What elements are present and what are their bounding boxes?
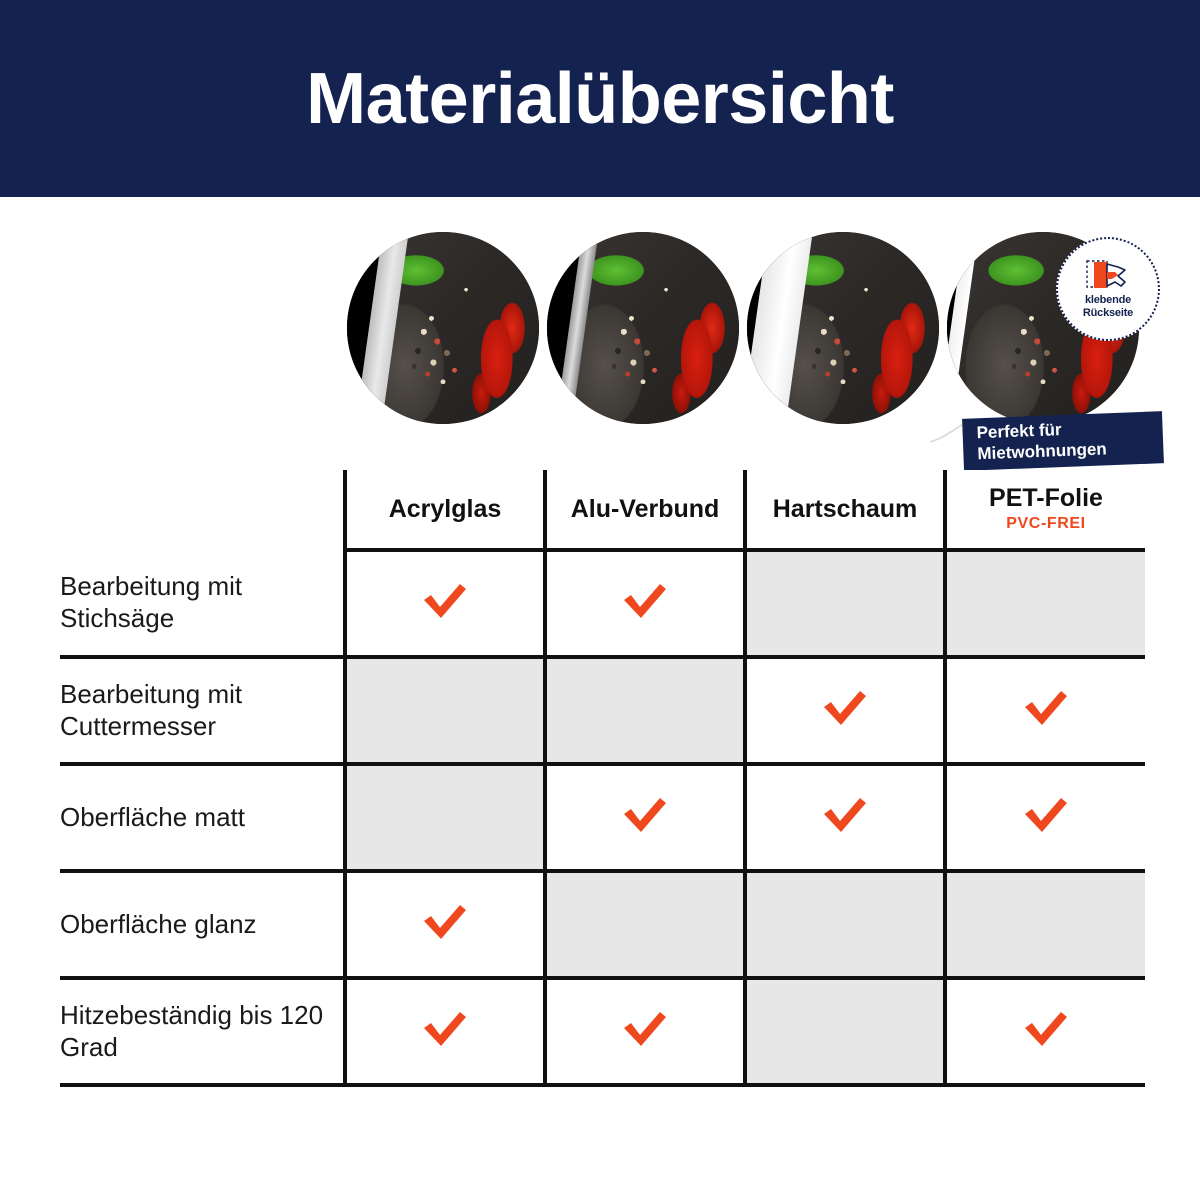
table-body: Bearbeitung mit Stichsäge Bearbeitung mi… (60, 550, 1145, 1087)
cell-r2-c0 (343, 764, 545, 873)
column-header-alu-verbund: Alu-Verbund (543, 470, 745, 552)
checkmark-icon (1025, 1012, 1067, 1046)
cell-r4-c3 (943, 978, 1145, 1087)
checkmark-icon (1025, 798, 1067, 832)
acrylglas-thumbnail (347, 232, 539, 424)
row-label-oberflaeche-matt: Oberfläche matt (60, 764, 345, 873)
cell-r0-c3 (943, 550, 1145, 659)
cell-r3-c1 (543, 871, 745, 980)
cell-r4-c2 (743, 978, 945, 1087)
header-spacer (60, 470, 345, 550)
row-label-oberflaeche-glanz: Oberfläche glanz (60, 871, 345, 980)
cell-r1-c3 (943, 657, 1145, 766)
table-row: Oberfläche matt (60, 764, 1145, 873)
row-label-cuttermesser: Bearbeitung mit Cuttermesser (60, 657, 345, 766)
table-header-row: Acrylglas Alu-Verbund Hartschaum PET-Fol… (60, 470, 1145, 552)
cell-r3-c0 (343, 871, 545, 980)
cell-r3-c3 (943, 871, 1145, 980)
checkmark-icon (424, 584, 466, 618)
badge-text: klebende Rückseite (1083, 294, 1133, 319)
cell-r1-c0 (343, 657, 545, 766)
checkmark-icon (424, 905, 466, 939)
header-banner: Materialübersicht (0, 0, 1200, 197)
table-row: Bearbeitung mit Stichsäge (60, 550, 1145, 659)
page-title: Materialübersicht (306, 58, 894, 139)
mietwohnungen-ribbon: Perfekt für Mietwohnungen (962, 411, 1164, 471)
row-label-hitzebestaendig: Hitzebeständig bis 120 Grad (60, 978, 345, 1087)
row-label-stichsaege: Bearbeitung mit Stichsäge (60, 550, 345, 659)
checkmark-icon (824, 798, 866, 832)
column-header-hartschaum: Hartschaum (743, 470, 945, 552)
hartschaum-thumbnail (747, 232, 939, 424)
cell-r4-c0 (343, 978, 545, 1087)
badge-line-1: klebende (1084, 294, 1132, 307)
cell-r2-c2 (743, 764, 945, 873)
column-header-label: PET-Folie (989, 483, 1103, 512)
checkmark-icon (424, 1012, 466, 1046)
column-header-acrylglas: Acrylglas (343, 470, 545, 552)
column-header-pet-folie: PET-Folie PVC-FREI (943, 470, 1145, 552)
material-comparison-table: Acrylglas Alu-Verbund Hartschaum PET-Fol… (60, 470, 1145, 1087)
cell-r1-c1 (543, 657, 745, 766)
column-header-label: Acrylglas (388, 494, 502, 523)
column-header-label: Hartschaum (772, 494, 918, 523)
cell-r0-c1 (543, 550, 745, 659)
cell-r0-c0 (343, 550, 545, 659)
table-row: Hitzebeständig bis 120 Grad (60, 978, 1145, 1087)
badge-line-2: Rückseite (1082, 307, 1134, 319)
checkmark-icon (824, 691, 866, 725)
material-thumbnail-row (345, 232, 1145, 432)
table-row: Oberfläche glanz (60, 871, 1145, 980)
alu-verbund-thumbnail (547, 232, 739, 424)
cell-r1-c2 (743, 657, 945, 766)
checkmark-icon (1025, 691, 1067, 725)
checkmark-icon (624, 1012, 666, 1046)
checkmark-icon (624, 584, 666, 618)
checkmark-icon (624, 798, 666, 832)
cell-r4-c1 (543, 978, 745, 1087)
pvc-free-badge: PVC-FREI (1006, 515, 1086, 533)
cell-r0-c2 (743, 550, 945, 659)
klebende-rueckseite-badge: klebende Rückseite (1056, 237, 1160, 341)
peel-back-sticker-icon (1086, 260, 1126, 289)
table-row: Bearbeitung mit Cuttermesser (60, 657, 1145, 766)
cell-r2-c1 (543, 764, 745, 873)
cell-r2-c3 (943, 764, 1145, 873)
column-header-label: Alu-Verbund (570, 494, 720, 523)
cell-r3-c2 (743, 871, 945, 980)
